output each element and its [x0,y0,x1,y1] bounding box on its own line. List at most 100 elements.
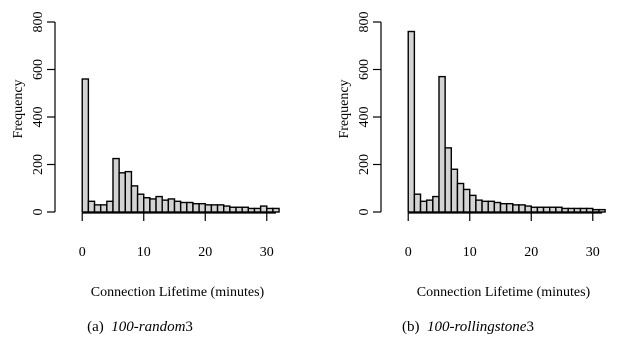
y-axis: 0 200 400 600 800 [31,12,56,216]
histogram-bar [87,200,96,213]
histogram-bar [549,206,557,213]
y-tick-label: 0 [31,209,46,216]
histogram-bar [155,195,163,213]
y-tick-label: 400 [31,107,46,128]
histogram-bar [585,207,594,213]
x-tick-label: 30 [586,245,600,260]
histogram-bar [81,78,90,213]
histogram-bar [259,205,268,213]
histogram-bar [136,193,145,213]
histogram-bar [198,202,206,213]
x-axis-label: Connection Lifetime (minutes) [417,285,591,300]
y-tick-label: 600 [357,59,372,80]
histogram-bar [99,204,108,213]
histogram-bar [530,206,539,213]
histogram-panel-a: 0 10 20 30 0 200 400 600 800 Frequency Connection … [11,12,280,335]
histogram-bar [432,195,440,213]
histogram-bar [598,208,606,213]
y-axis-label: Frequency [337,79,352,138]
caption-suffix: 3 [185,319,193,335]
histogram-bar [173,200,182,213]
x-tick-label: 20 [198,245,212,260]
histogram-bar [512,204,520,213]
histogram-bar [167,198,176,213]
histogram-bar [518,204,526,213]
histogram-bar [229,206,237,213]
x-tick-label: 0 [405,245,412,260]
histogram-bar [536,206,545,213]
histogram-bar [487,200,496,213]
histogram-bar [210,204,219,213]
histogram-bar [592,208,600,213]
x-tick-label: 0 [79,245,86,260]
histogram-bar [413,193,422,213]
histogram-bar [216,204,225,213]
y-axis: 0 200 400 600 800 [357,12,382,216]
histogram-bar [561,207,569,213]
histogram-bar [223,205,231,213]
subfigure-caption: (b) 100-rollingstone3 [402,319,534,335]
histogram-bar [407,30,416,213]
histogram-bar [247,207,256,213]
histogram-bar [161,199,170,213]
histogram-bar [481,200,489,213]
x-tick-label: 20 [524,245,538,260]
histogram-bar [112,157,120,213]
x-axis-label: Connection Lifetime (minutes) [91,285,265,300]
histogram-bar [106,200,114,213]
y-tick-label: 200 [31,154,46,175]
histogram-bar [493,201,502,213]
histogram-bar [444,147,452,213]
histogram-bar [143,197,151,213]
histogram-bar [266,207,274,213]
histogram-panel-b: 0 10 20 30 0 200 400 600 800 Frequency Connection … [337,12,606,335]
histogram-bar [438,75,446,213]
histogram-bar [579,207,588,213]
histogram-bar [186,201,194,213]
y-axis-label: Frequency [11,79,26,138]
x-axis: 0 10 20 30 [405,212,602,260]
histogram-bar [555,206,563,213]
histogram-bar [93,204,102,213]
histogram-bar [469,194,477,213]
x-tick-label: 10 [463,245,477,260]
histogram-bar [499,202,508,213]
x-axis: 0 10 20 30 [79,212,276,260]
y-tick-label: 400 [357,107,372,128]
histogram-bar [524,205,532,213]
subfigure-caption: (a) 100-random3 [87,319,193,335]
histogram-bar [204,204,213,213]
y-tick-label: 800 [357,12,372,33]
histogram-bar [272,207,280,213]
histogram-bar [505,202,514,213]
histogram-bar [462,188,471,213]
histogram-bar [118,172,126,213]
x-tick-label: 30 [260,245,274,260]
histogram-bar [450,168,459,213]
histogram-bar [192,202,200,213]
x-tick-label: 10 [137,245,151,260]
histogram-bar [567,207,576,213]
y-tick-label: 0 [357,209,372,216]
histogram-bar [149,198,157,213]
histogram-bar [130,185,139,213]
histogram-bar [124,170,133,213]
histogram-bar [179,201,188,213]
caption-label: (b) [402,319,427,335]
y-tick-label: 600 [31,59,46,80]
histogram-bar [419,200,428,213]
histogram-bar [475,199,483,213]
histogram-bar [425,199,434,213]
caption-name: 100-random [111,319,185,335]
y-tick-label: 200 [357,154,372,175]
histogram-bar [235,206,243,213]
histogram-bar [456,182,465,213]
histogram-bar [573,207,582,213]
y-tick-label: 800 [31,12,46,33]
histogram-bar [241,206,250,213]
caption-name: 100-rollingstone [427,319,527,335]
histogram-bar [253,207,262,213]
caption-label: (a) [87,319,111,335]
histogram-bar [542,206,551,213]
